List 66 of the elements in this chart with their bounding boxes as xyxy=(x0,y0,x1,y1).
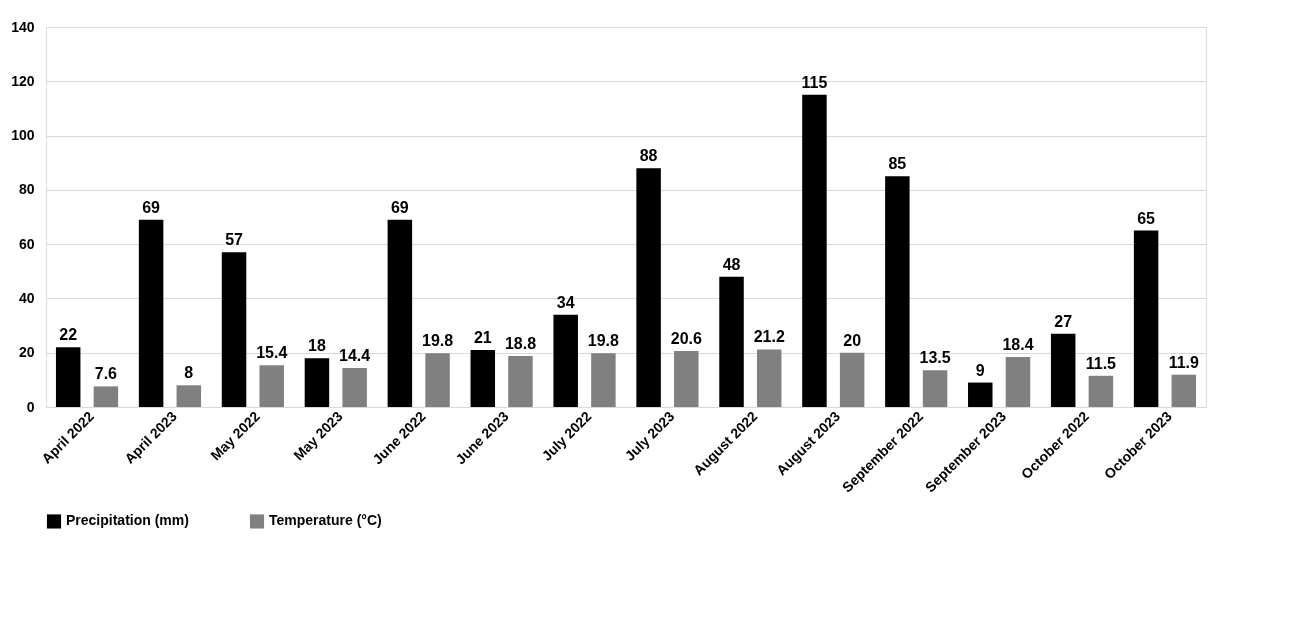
y-tick-label: 40 xyxy=(18,289,35,306)
data-label: 69 xyxy=(142,198,161,216)
y-tick-label: 20 xyxy=(18,344,35,361)
data-label: 20.6 xyxy=(670,330,702,348)
bar xyxy=(342,367,367,407)
bar xyxy=(1005,357,1031,407)
data-label: 11.5 xyxy=(1085,354,1117,372)
bar xyxy=(839,352,865,407)
data-label: 21 xyxy=(473,329,492,346)
bar xyxy=(1088,375,1114,407)
data-label: 15.4 xyxy=(256,344,288,362)
data-label: 115 xyxy=(801,73,828,91)
y-tick-label: 100 xyxy=(11,127,35,144)
y-tick-label: 140 xyxy=(11,18,35,35)
legend-label: Temperature (°C) xyxy=(269,512,382,529)
bar xyxy=(1133,230,1159,407)
legend-label: Precipitation (mm) xyxy=(66,512,189,529)
y-tick-label: 60 xyxy=(18,235,35,252)
bar xyxy=(591,353,616,407)
data-label: 21.2 xyxy=(753,328,785,346)
data-label: 57 xyxy=(225,231,244,249)
data-label: 9 xyxy=(975,361,985,379)
bar xyxy=(259,365,284,407)
data-label: 22 xyxy=(59,326,78,344)
data-label: 27 xyxy=(1054,312,1073,330)
bar xyxy=(425,353,450,407)
data-label: 34 xyxy=(556,293,575,311)
bar xyxy=(922,370,948,407)
bar xyxy=(508,355,533,407)
y-tick-label: 80 xyxy=(18,181,35,198)
bar xyxy=(387,219,413,407)
bar xyxy=(304,358,330,407)
bar xyxy=(176,385,202,407)
data-label: 69 xyxy=(390,198,409,216)
data-label: 18.4 xyxy=(1002,336,1034,354)
y-tick-label: 0 xyxy=(26,398,35,415)
bar xyxy=(968,382,993,407)
data-label: 13.5 xyxy=(919,349,951,367)
bar xyxy=(719,276,744,407)
data-label: 19.8 xyxy=(421,332,454,350)
bar xyxy=(138,219,164,407)
bar xyxy=(885,176,910,407)
bar xyxy=(756,349,782,407)
data-label: 14.4 xyxy=(339,346,371,364)
data-label: 18 xyxy=(308,337,326,355)
data-label: 7.6 xyxy=(94,365,118,383)
y-tick-label: 120 xyxy=(11,72,35,89)
data-label: 11.9 xyxy=(1168,353,1200,371)
data-label: 20 xyxy=(843,331,862,349)
bar xyxy=(93,386,119,407)
bar xyxy=(802,94,827,407)
data-label: 88 xyxy=(639,147,658,165)
bar xyxy=(221,252,247,407)
bar xyxy=(553,314,578,407)
data-label: 18.8 xyxy=(504,334,537,352)
data-label: 19.8 xyxy=(587,332,620,350)
data-label: 8 xyxy=(184,364,194,382)
bar xyxy=(674,351,699,407)
data-label: 65 xyxy=(1137,209,1156,227)
data-label: 85 xyxy=(888,155,907,173)
bar xyxy=(636,168,661,407)
bar xyxy=(1171,374,1197,407)
data-label: 48 xyxy=(722,255,741,273)
bar xyxy=(55,347,81,407)
bar xyxy=(1050,333,1076,407)
bar xyxy=(470,350,496,407)
